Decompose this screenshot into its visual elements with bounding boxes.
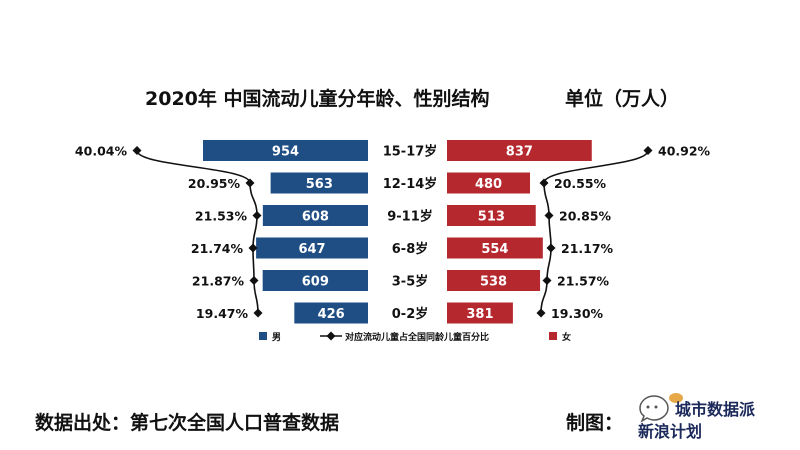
female-pct-label: 21.57%: [557, 274, 610, 289]
legend-line-label: 对应流动儿童占全国同龄儿童百分比: [345, 331, 489, 343]
female-bar: [447, 302, 513, 324]
male-bar: [256, 237, 368, 259]
watermark: 城市数据派 新浪计划: [620, 390, 790, 441]
female-pct-marker: [643, 146, 653, 155]
male-value-label: 609: [302, 275, 329, 290]
male-pct-marker: [245, 178, 255, 188]
male-pct-label: 21.87%: [192, 274, 245, 289]
age-group-label: 0-2岁: [392, 306, 429, 322]
legend-female-label: 女: [562, 331, 571, 343]
male-pct-label: 40.04%: [75, 144, 128, 159]
male-pct-label: 21.53%: [195, 209, 248, 224]
female-pct-label: 21.17%: [561, 241, 614, 256]
male-value-label: 563: [306, 177, 333, 192]
age-group-label: 12-14岁: [383, 176, 438, 192]
male-pct-label: 20.95%: [188, 176, 241, 191]
female-bar: [447, 237, 543, 259]
male-pct-marker: [249, 276, 259, 285]
female-value-label: 480: [475, 177, 502, 192]
female-bar: [447, 270, 541, 291]
age-group-label: 3-5岁: [392, 274, 429, 290]
male-pct-marker: [252, 211, 262, 220]
maker-label: 制图：: [566, 412, 624, 434]
male-bar: [294, 302, 368, 324]
male-value-label: 647: [298, 242, 325, 257]
female-pct-marker: [546, 243, 556, 253]
male-bar: [270, 172, 368, 194]
male-bar: [262, 270, 368, 291]
female-pct-marker: [536, 308, 546, 318]
male-pct-marker: [248, 243, 258, 253]
legend-female-swatch: [549, 332, 557, 340]
male-bar: [203, 140, 368, 161]
male-value-label: 426: [318, 307, 345, 322]
age-group-label: 15-17岁: [383, 144, 438, 160]
male-value-label: 954: [272, 145, 299, 160]
chart-title: 2020年 中国流动儿童分年龄、性别结构: [145, 88, 490, 110]
female-pct-marker: [539, 178, 549, 188]
male-pct-line: [136, 150, 259, 314]
male-pct-marker: [253, 308, 263, 318]
male-pct-label: 21.74%: [191, 241, 244, 256]
female-pct-label: 40.92%: [658, 144, 711, 159]
female-pct-label: 20.55%: [554, 176, 607, 191]
female-value-label: 513: [478, 210, 505, 225]
legend-male-swatch: [259, 332, 267, 340]
female-value-label: 837: [506, 145, 533, 160]
female-bar: [447, 172, 531, 194]
legend-line-marker: [326, 331, 336, 341]
legend-male-label: 男: [272, 332, 281, 343]
female-value-label: 538: [480, 275, 507, 290]
female-bar: [447, 140, 592, 161]
male-pct-label: 19.47%: [196, 306, 249, 321]
watermark-text: 城市数据派: [675, 400, 756, 419]
female-pct-label: 19.30%: [551, 306, 604, 321]
female-pct-marker: [544, 211, 554, 220]
female-pct-line: [540, 150, 649, 314]
age-group-label: 6-8岁: [392, 241, 429, 257]
age-group-label: 9-11岁: [387, 209, 433, 225]
female-bar: [447, 205, 536, 226]
female-value-label: 554: [481, 242, 508, 257]
wechat-bubble-icon: [639, 393, 683, 423]
watermark-subtext: 新浪计划: [638, 422, 703, 441]
male-bar: [262, 205, 368, 226]
female-pct-marker: [542, 276, 552, 285]
male-value-label: 608: [302, 210, 329, 225]
unit-label: 单位（万人）: [565, 88, 680, 110]
data-source: 数据出处：第七次全国人口普查数据: [35, 412, 340, 434]
male-pct-marker: [132, 146, 142, 155]
female-value-label: 381: [466, 307, 493, 322]
female-pct-label: 20.85%: [559, 209, 612, 224]
